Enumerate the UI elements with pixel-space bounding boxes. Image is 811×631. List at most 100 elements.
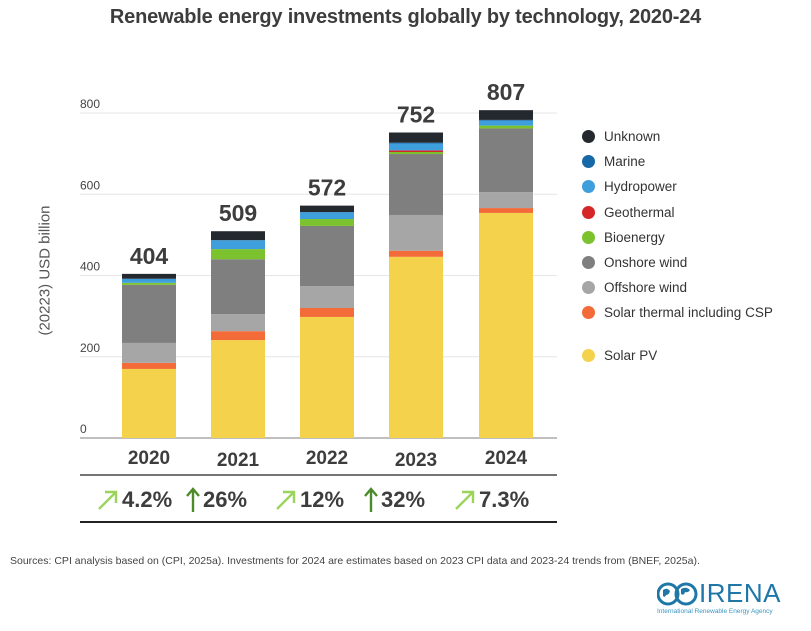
bar-segment-bioenergy-2024 <box>479 125 533 129</box>
bar-segment-unknown-2021 <box>211 231 265 241</box>
x-tick-label: 2022 <box>306 448 348 469</box>
y-axis-label: (20223) USD billion <box>36 205 54 336</box>
legend-label: Bioenergy <box>604 229 665 245</box>
bar-segment-hydropower-2020 <box>122 278 176 283</box>
growth-rate-label: 26% <box>203 487 248 512</box>
legend-label: Marine <box>604 154 646 170</box>
legend-label: Hydropower <box>604 179 677 195</box>
y-tick-label: 800 <box>80 97 100 111</box>
legend-item: Solar thermal including CSP <box>582 304 774 347</box>
bar-segment-offshore-wind-2023 <box>389 214 443 251</box>
legend-swatch <box>582 281 595 295</box>
total-label: 752 <box>397 102 435 128</box>
bar-segment-onshore-wind-2021 <box>211 259 265 315</box>
legend-swatch <box>582 306 595 320</box>
x-tick-label: 2024 <box>485 448 528 469</box>
x-tick-label: 2023 <box>395 450 437 471</box>
bar-segment-unknown-2020 <box>122 273 176 279</box>
bar-segment-solar-thermal-including-csp-2024 <box>479 208 533 213</box>
y-tick-label: 200 <box>80 341 100 355</box>
legend-label: Solar PV <box>604 348 658 364</box>
legend-item: Solar PV <box>582 347 774 372</box>
logo-name: IRENA <box>699 578 781 608</box>
bar-segment-onshore-wind-2023 <box>389 154 443 215</box>
x-tick-label: 2020 <box>128 448 170 469</box>
bar-segment-onshore-wind-2022 <box>300 225 354 287</box>
y-tick-label: 0 <box>80 422 87 436</box>
bar-segment-unknown-2024 <box>479 110 533 120</box>
legend-item: Geothermal <box>582 204 774 229</box>
y-tick-label: 400 <box>80 260 100 274</box>
bar-segment-marine-2023 <box>389 142 443 144</box>
arrow-up-icon <box>364 487 378 512</box>
source-note: Sources: CPI analysis based on (CPI, 202… <box>10 555 700 567</box>
total-label: 807 <box>487 79 525 105</box>
legend-swatch <box>582 180 595 194</box>
bar-segment-bioenergy-2020 <box>122 282 176 285</box>
bar-segment-solar-pv-2024 <box>479 212 533 438</box>
total-label: 404 <box>130 243 169 269</box>
bar-segment-marine-2024 <box>479 119 533 121</box>
bar-segment-offshore-wind-2022 <box>300 286 354 308</box>
bar-segment-hydropower-2023 <box>389 143 443 151</box>
legend-swatch <box>582 230 595 244</box>
legend: Unknown Marine Hydropower Geothermal Bioener… <box>582 128 774 373</box>
arrow-up-right-icon <box>276 490 296 510</box>
bar-segment-solar-thermal-including-csp-2020 <box>122 362 176 369</box>
y-tick-label: 600 <box>80 178 100 192</box>
bar-segment-unknown-2022 <box>300 205 354 213</box>
bar-segment-onshore-wind-2020 <box>122 284 176 343</box>
bar-segment-unknown-2023 <box>389 132 443 143</box>
bar-segment-solar-pv-2022 <box>300 316 354 438</box>
logo-subtitle: International Renewable Energy Agency <box>657 608 773 615</box>
bar-segment-geothermal-2023 <box>389 150 443 152</box>
bar-segment-solar-pv-2021 <box>211 340 265 438</box>
bar-segment-bioenergy-2022 <box>300 219 354 226</box>
growth-rate-label: 12% <box>300 487 345 512</box>
irena-logo: IRENA International Renewable Energy Age… <box>656 578 797 620</box>
bar-segment-offshore-wind-2021 <box>211 314 265 332</box>
growth-rate: 26% <box>186 487 247 513</box>
growth-rate: 7.3% <box>454 487 529 513</box>
bar-segment-solar-thermal-including-csp-2021 <box>211 331 265 341</box>
x-tick-label: 2021 <box>217 450 260 471</box>
growth-rate-label: 7.3% <box>479 487 530 512</box>
bar-segment-solar-thermal-including-csp-2022 <box>300 308 354 317</box>
growth-rate: 12% <box>275 487 344 513</box>
growth-rate: 32% <box>364 487 425 513</box>
bar-segment-hydropower-2022 <box>300 212 354 220</box>
legend-swatch <box>582 205 595 219</box>
total-label: 509 <box>219 200 257 226</box>
chart-title: Renewable energy investments globally by… <box>109 6 702 28</box>
legend-item: Unknown <box>582 128 774 153</box>
arrow-up-icon <box>186 487 200 512</box>
bar-segment-onshore-wind-2024 <box>479 128 533 193</box>
legend-item: Marine <box>582 153 774 178</box>
bar-segment-solar-pv-2020 <box>122 368 176 438</box>
legend-swatch <box>582 155 595 169</box>
bar-segment-solar-pv-2023 <box>389 256 443 438</box>
bar-segment-bioenergy-2023 <box>389 152 443 155</box>
legend-swatch <box>582 349 595 363</box>
legend-label: Unknown <box>604 129 661 144</box>
legend-item: Onshore wind <box>582 254 774 279</box>
growth-rate-label: 4.2% <box>122 487 173 512</box>
bar-segment-offshore-wind-2024 <box>479 192 533 209</box>
growth-rate: 4.2% <box>97 487 172 513</box>
bar-segment-hydropower-2021 <box>211 240 265 250</box>
legend-item: Hydropower <box>582 178 774 203</box>
bar-segment-solar-thermal-including-csp-2023 <box>389 250 443 257</box>
bar-segment-offshore-wind-2020 <box>122 342 176 363</box>
legend-label: Offshore wind <box>604 280 688 296</box>
arrow-up-right-icon <box>455 490 475 510</box>
globe-logo-icon <box>656 582 698 606</box>
legend-label: Onshore wind <box>604 254 688 270</box>
total-label: 572 <box>308 175 346 201</box>
legend-item: Offshore wind <box>582 279 774 304</box>
legend-swatch <box>582 255 595 269</box>
legend-item: Bioenergy <box>582 229 774 254</box>
growth-rate-label: 32% <box>381 487 426 512</box>
legend-swatch <box>582 130 595 143</box>
legend-label: Solar thermal including CSP <box>604 305 773 321</box>
